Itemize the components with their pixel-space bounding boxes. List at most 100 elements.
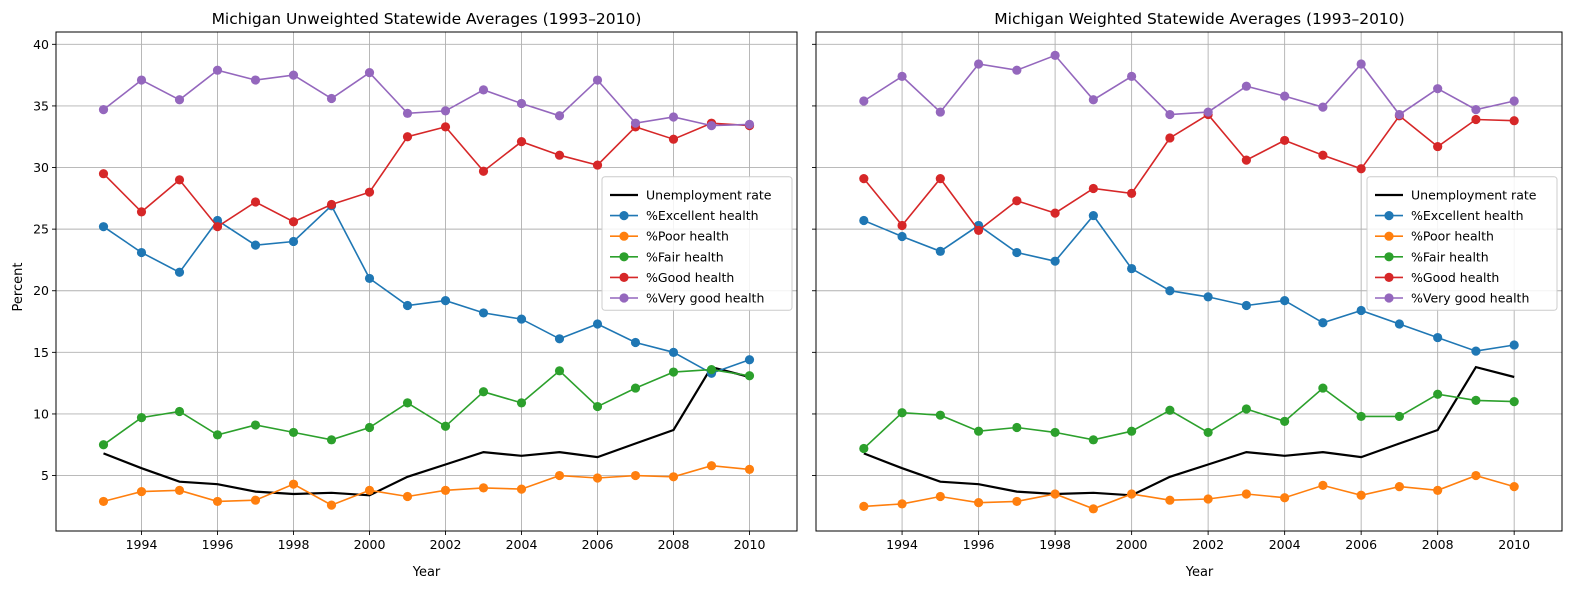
y-tick-label: 40 (33, 37, 49, 52)
y-tick-label: 20 (33, 283, 49, 298)
data-point-very-good-health (1165, 109, 1175, 120)
data-point-excellent-health (1127, 263, 1137, 274)
legend-swatch-marker (619, 252, 629, 262)
data-point-poor-health (973, 498, 984, 508)
series-line-excellent-health (863, 214, 1515, 352)
legend-swatch-marker (619, 231, 629, 241)
data-point-fair-health (1241, 404, 1251, 414)
data-point-fair-health (1165, 405, 1175, 415)
x-tick-label: 2002 (430, 537, 462, 552)
legend-swatch-marker (1384, 293, 1394, 303)
data-point-excellent-health (440, 295, 451, 306)
data-point-fair-health (1280, 416, 1290, 426)
x-axis-ticks: 1994 1996 1998 2000 2002 2004 2006 2008 2010 (886, 531, 1530, 552)
data-point-good-health (1241, 155, 1251, 165)
data-point-poor-health (1280, 493, 1290, 503)
data-point-good-health (212, 222, 223, 232)
data-point-very-good-health (440, 106, 451, 116)
data-point-poor-health (1394, 482, 1405, 492)
x-tick-label: 1996 (202, 537, 234, 552)
x-axis-ticks: 1994 1996 1998 2000 2002 2004 2006 2008 2010 (126, 531, 766, 552)
series-layer (859, 50, 1519, 514)
data-point-fair-health (1088, 435, 1098, 445)
legend-label: %Very good health (646, 291, 764, 306)
x-tick-label: 2010 (734, 537, 766, 552)
legend-label: %Fair health (1411, 249, 1489, 264)
series-line-excellent-health (103, 204, 750, 375)
data-point-very-good-health (478, 85, 489, 95)
y-axis-ticks: 5 10 15 20 25 30 35 40 (33, 37, 56, 483)
data-point-good-health (364, 187, 375, 197)
data-point-excellent-health (592, 319, 603, 329)
chart-title: Michigan Unweighted Statewide Averages (… (212, 10, 642, 28)
data-point-fair-health (1012, 422, 1022, 433)
data-point-poor-health (402, 491, 413, 502)
data-point-poor-health (326, 500, 337, 510)
data-point-good-health (592, 160, 603, 170)
data-point-excellent-health (1356, 305, 1366, 316)
data-point-good-health (1318, 150, 1328, 160)
data-point-fair-health (174, 406, 185, 417)
data-point-very-good-health (592, 75, 603, 85)
x-tick-label: 1994 (886, 537, 918, 552)
data-point-poor-health (1241, 489, 1251, 499)
data-point-very-good-health (1241, 81, 1251, 91)
y-axis-label: Percent (11, 263, 26, 312)
data-point-poor-health (897, 499, 907, 509)
data-point-good-health (440, 122, 451, 132)
data-point-fair-health (744, 371, 755, 381)
data-point-poor-health (212, 496, 223, 507)
data-point-very-good-health (326, 93, 337, 104)
data-point-good-health (1127, 188, 1137, 199)
x-tick-label: 2004 (1269, 537, 1301, 552)
legend: Unemployment rate %Excellent health %Poor … (601, 176, 793, 311)
legend-swatch-marker (619, 272, 629, 282)
data-point-poor-health (1012, 496, 1022, 507)
data-point-very-good-health (1012, 65, 1022, 75)
legend-swatch-marker (619, 211, 629, 221)
series-line-fair-health (103, 368, 750, 446)
x-tick-label: 2002 (1192, 537, 1224, 552)
x-tick-label: 1994 (126, 537, 158, 552)
data-point-good-health (668, 134, 679, 144)
data-point-fair-health (1318, 383, 1328, 393)
chart-panel-weighted: Michigan Weighted Statewide Averages (19… (812, 10, 1563, 580)
data-point-excellent-health (1241, 300, 1251, 311)
data-point-excellent-health (668, 347, 679, 357)
data-point-very-good-health (973, 59, 984, 69)
data-point-poor-health (744, 464, 755, 474)
data-point-very-good-health (364, 68, 375, 78)
data-point-very-good-health (935, 107, 945, 117)
legend-box (601, 176, 793, 311)
data-point-good-health (1165, 133, 1175, 143)
data-point-excellent-health (744, 355, 755, 365)
data-point-excellent-health (897, 231, 907, 242)
data-point-poor-health (478, 483, 489, 493)
data-point-very-good-health (1356, 59, 1366, 69)
data-point-fair-health (1356, 411, 1366, 422)
data-point-poor-health (1088, 504, 1098, 514)
data-point-poor-health (1433, 485, 1443, 495)
data-point-excellent-health (98, 222, 109, 232)
y-tick-label: 25 (33, 222, 49, 237)
data-point-fair-health (935, 410, 945, 420)
data-point-very-good-health (98, 105, 109, 115)
data-point-good-health (935, 174, 945, 184)
legend-label: Unemployment rate (646, 188, 772, 203)
data-point-good-health (288, 217, 299, 227)
data-point-good-health (554, 150, 565, 160)
chart-panel-unweighted: Michigan Unweighted Statewide Averages (… (11, 10, 798, 580)
data-point-very-good-health (668, 112, 679, 122)
series-line-unemployment-rate (863, 365, 1515, 497)
legend-label: %Poor health (646, 229, 729, 244)
data-point-excellent-health (1471, 346, 1481, 356)
data-point-good-health (1088, 183, 1098, 194)
data-point-good-health (973, 225, 984, 235)
data-point-very-good-health (1088, 95, 1098, 105)
series-line-poor-health (103, 464, 750, 506)
data-point-very-good-health (630, 118, 641, 128)
data-point-very-good-health (744, 119, 755, 130)
data-point-good-health (1356, 164, 1366, 174)
chart-title: Michigan Weighted Statewide Averages (19… (994, 10, 1404, 28)
